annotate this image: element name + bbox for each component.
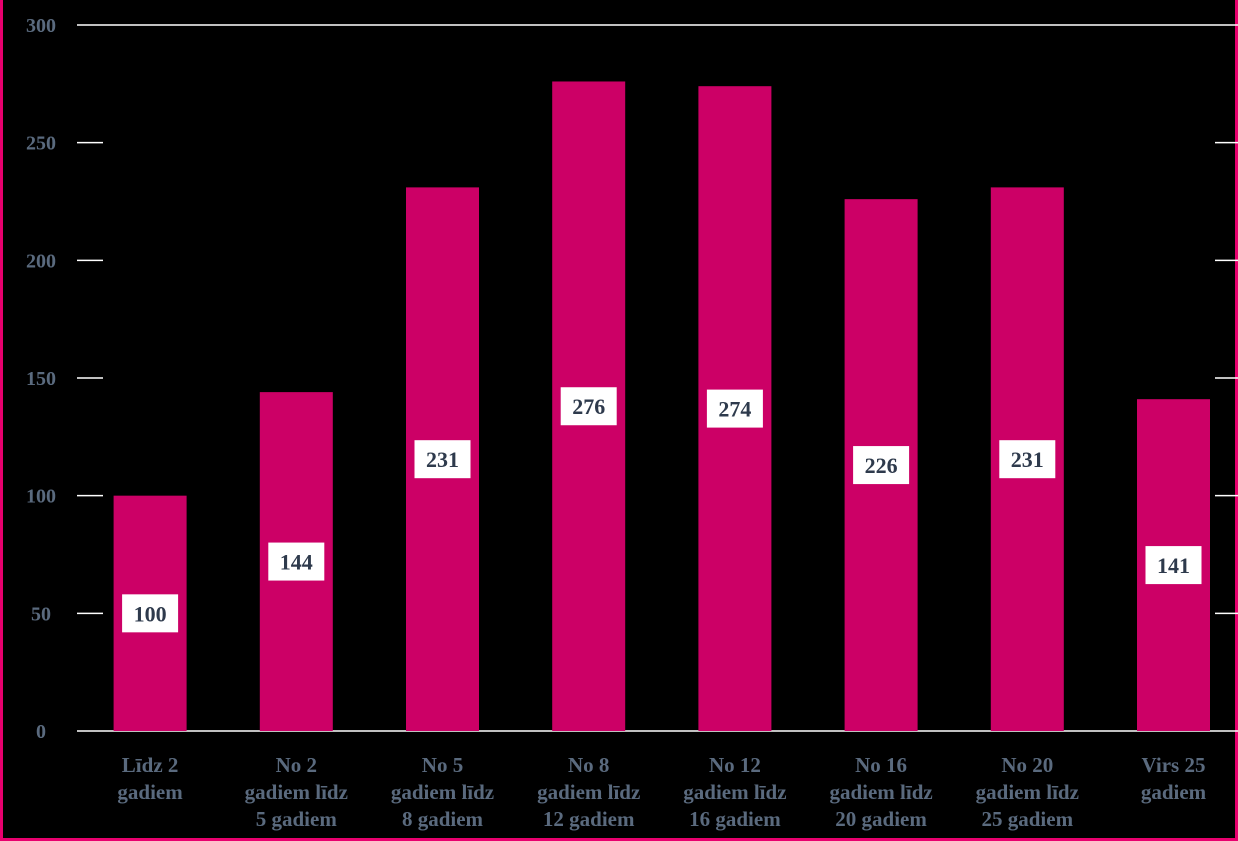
data-label: 144 [280, 550, 313, 575]
data-label-box [1145, 546, 1202, 585]
x-tick-label: No 20 gadiem līdz 25 gadiem [976, 753, 1079, 831]
gridlines [77, 24, 1238, 732]
data-labels: 100 144 231 276 274 226 231 141 [122, 387, 1202, 633]
y-axis-ticks: 0 50 100 150 200 250 300 [26, 15, 56, 743]
x-tick-label: No 12 gadiem līdz 16 gadiem [683, 753, 786, 831]
x-tick-label: No 16 gadiem līdz 20 gadiem [829, 753, 932, 831]
x-tick-label: Virs 25 gadiem [1141, 753, 1207, 804]
data-label-box [999, 440, 1056, 479]
data-label: 226 [865, 453, 898, 478]
y-tick-label: 200 [26, 250, 56, 272]
data-label: 231 [426, 447, 459, 472]
bar-chart: 0 50 100 150 200 250 300 100 144 231 276 274 226 231… [26, 15, 1238, 831]
x-tick-label: No 5 gadiem līdz 8 gadiem [391, 753, 494, 831]
data-label: 276 [572, 394, 605, 419]
data-label-box [414, 440, 471, 479]
data-label: 100 [134, 601, 167, 626]
y-tick-label: 250 [26, 133, 56, 155]
x-tick-label: No 2 gadiem līdz 5 gadiem [245, 753, 348, 831]
data-label-box [853, 446, 910, 485]
bars [113, 81, 1210, 732]
x-tick-label: No 8 gadiem līdz 12 gadiem [537, 753, 640, 831]
y-tick-label: 100 [26, 486, 56, 508]
data-label-box [268, 542, 325, 581]
data-label: 141 [1157, 553, 1190, 578]
data-label: 231 [1011, 447, 1044, 472]
y-tick-label: 0 [36, 721, 46, 743]
data-label-box [706, 389, 763, 428]
data-label-box [122, 594, 179, 633]
x-tick-label: Līdz 2 gadiem [117, 753, 183, 804]
data-label: 274 [718, 397, 751, 422]
data-label-box [560, 387, 617, 426]
y-tick-label: 150 [26, 368, 56, 390]
y-tick-label: 300 [26, 15, 56, 37]
y-tick-label: 50 [31, 603, 51, 625]
